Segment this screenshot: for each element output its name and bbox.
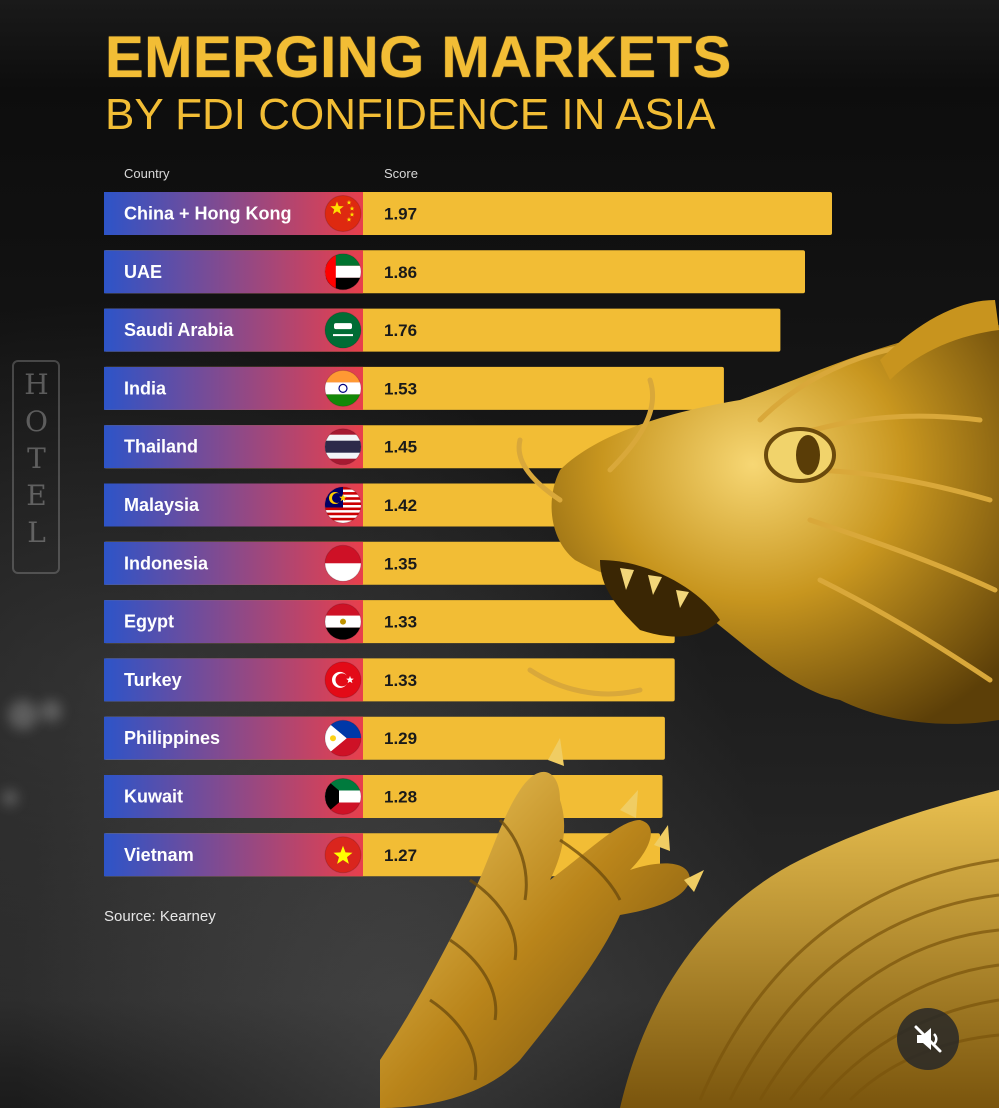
china-flag-icon <box>325 195 361 232</box>
chart-row: Kuwait 1.28 <box>104 775 663 818</box>
score-value-label: 1.33 <box>384 671 417 690</box>
flag-ring <box>324 253 362 291</box>
country-label-background <box>104 425 363 469</box>
street-light <box>2 790 18 806</box>
chart-row: Thailand 1.45 <box>104 425 705 469</box>
source-note: Source: Kearney <box>104 908 216 925</box>
score-value-label: 1.42 <box>384 496 417 515</box>
country-label-background <box>104 600 363 644</box>
country-label-background <box>104 541 363 585</box>
country-label-background <box>104 775 363 818</box>
chart-row: UAE 1.86 <box>104 250 805 294</box>
flag-ring <box>324 778 362 815</box>
score-value-label: 1.27 <box>384 846 417 865</box>
score-value-label: 1.76 <box>384 321 417 340</box>
chart-row: Turkey 1.33 <box>104 658 675 702</box>
hotel-sign: HOTEL <box>12 360 60 574</box>
flag-ring <box>324 195 362 232</box>
column-header-score: Score <box>384 166 418 181</box>
thailand-flag-icon <box>325 428 361 465</box>
country-label-background <box>104 366 363 410</box>
country-label: Indonesia <box>124 553 209 573</box>
country-label-background <box>104 192 363 235</box>
score-value-label: 1.97 <box>384 205 417 224</box>
score-value-label: 1.28 <box>384 788 417 807</box>
kuwait-flag-icon <box>325 778 361 815</box>
country-label: UAE <box>124 262 162 282</box>
street-light <box>8 700 38 730</box>
chart-row: Malaysia 1.42 <box>104 483 697 527</box>
chart-row: China + Hong Kong 1.97 <box>104 192 832 235</box>
flag-ring <box>324 719 362 757</box>
flag-ring <box>324 603 362 641</box>
country-label: Thailand <box>124 437 198 457</box>
india-flag-icon <box>325 370 361 407</box>
country-label-background <box>104 308 363 352</box>
turkey-flag-icon <box>325 661 361 698</box>
country-label-background <box>104 716 363 760</box>
flag-ring <box>324 661 362 699</box>
flag-ring <box>324 486 362 524</box>
chart-row: Vietnam 1.27 <box>104 833 660 877</box>
country-label: India <box>124 378 167 398</box>
country-label: Egypt <box>124 612 174 632</box>
indonesia-flag-icon <box>325 545 361 582</box>
country-label: Saudi Arabia <box>124 320 234 340</box>
country-label: Vietnam <box>124 845 194 865</box>
country-label-background <box>104 483 363 527</box>
score-value-label: 1.86 <box>384 263 417 282</box>
hotel-sign-text: HOTEL <box>20 368 53 553</box>
flag-ring <box>324 369 362 407</box>
score-value-label: 1.45 <box>384 438 417 457</box>
country-label: Kuwait <box>124 787 183 807</box>
flag-ring <box>324 836 362 874</box>
country-label: Turkey <box>124 670 182 690</box>
flag-ring <box>324 311 362 349</box>
country-label-background <box>104 833 363 877</box>
vietnam-flag-icon <box>325 836 361 873</box>
column-header-country: Country <box>124 166 170 181</box>
flag-ring <box>324 428 362 466</box>
score-value-label: 1.35 <box>384 554 417 573</box>
egypt-flag-icon <box>325 603 361 640</box>
mute-button[interactable] <box>897 1008 959 1070</box>
country-label-background <box>104 250 363 294</box>
country-label: Philippines <box>124 728 220 748</box>
chart-row: Philippines 1.29 <box>104 716 665 760</box>
chart-subtitle: BY FDI CONFIDENCE IN ASIA <box>105 90 716 139</box>
score-value-label: 1.33 <box>384 613 417 632</box>
chart-row: Egypt 1.33 <box>104 600 675 644</box>
chart-row: Indonesia 1.35 <box>104 541 680 585</box>
philippines-flag-icon <box>325 720 361 757</box>
score-value-label: 1.53 <box>384 379 417 398</box>
speaker-muted-icon <box>914 1025 942 1053</box>
chart-row: Saudi Arabia 1.76 <box>104 308 781 352</box>
country-label-background <box>104 658 363 702</box>
street-light <box>40 700 62 722</box>
flag-ring <box>324 544 362 582</box>
chart-row: India 1.53 <box>104 366 724 410</box>
country-label: China + Hong Kong <box>124 204 291 224</box>
chart-title: EMERGING MARKETS <box>105 25 732 90</box>
country-label: Malaysia <box>124 495 200 515</box>
saudi-arabia-flag-icon <box>325 312 361 349</box>
score-value-label: 1.29 <box>384 729 417 748</box>
uae-flag-icon <box>325 253 361 290</box>
